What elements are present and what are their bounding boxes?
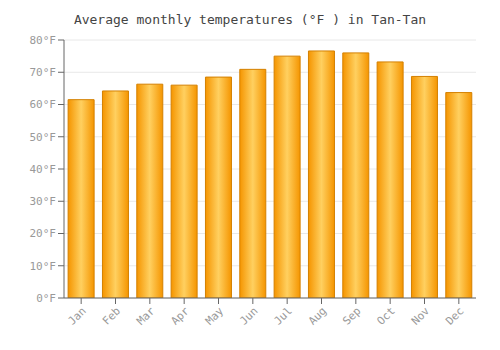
svg-text:20°F: 20°F xyxy=(30,227,57,240)
svg-text:Jun: Jun xyxy=(237,304,260,327)
svg-text:Feb: Feb xyxy=(100,304,123,327)
svg-text:Jan: Jan xyxy=(66,304,89,327)
svg-text:70°F: 70°F xyxy=(30,66,57,79)
svg-text:50°F: 50°F xyxy=(30,131,57,144)
svg-text:40°F: 40°F xyxy=(30,163,57,176)
svg-text:Nov: Nov xyxy=(409,304,433,328)
svg-text:Oct: Oct xyxy=(375,304,398,327)
svg-text:Mar: Mar xyxy=(134,304,158,328)
svg-text:Aug: Aug xyxy=(306,304,329,327)
svg-text:80°F: 80°F xyxy=(30,34,57,47)
svg-text:Sep: Sep xyxy=(340,304,363,327)
svg-text:60°F: 60°F xyxy=(30,98,57,111)
svg-text:0°F: 0°F xyxy=(36,292,56,305)
svg-text:30°F: 30°F xyxy=(30,195,57,208)
svg-text:May: May xyxy=(203,304,227,328)
svg-text:Apr: Apr xyxy=(169,304,193,328)
svg-text:Dec: Dec xyxy=(443,304,466,327)
html-text:Average monthly temperatures (: Average monthly temperatures (°F ) in Ta… xyxy=(73,12,427,27)
svg-text:Jul: Jul xyxy=(272,304,295,327)
svg-text:10°F: 10°F xyxy=(30,260,57,273)
